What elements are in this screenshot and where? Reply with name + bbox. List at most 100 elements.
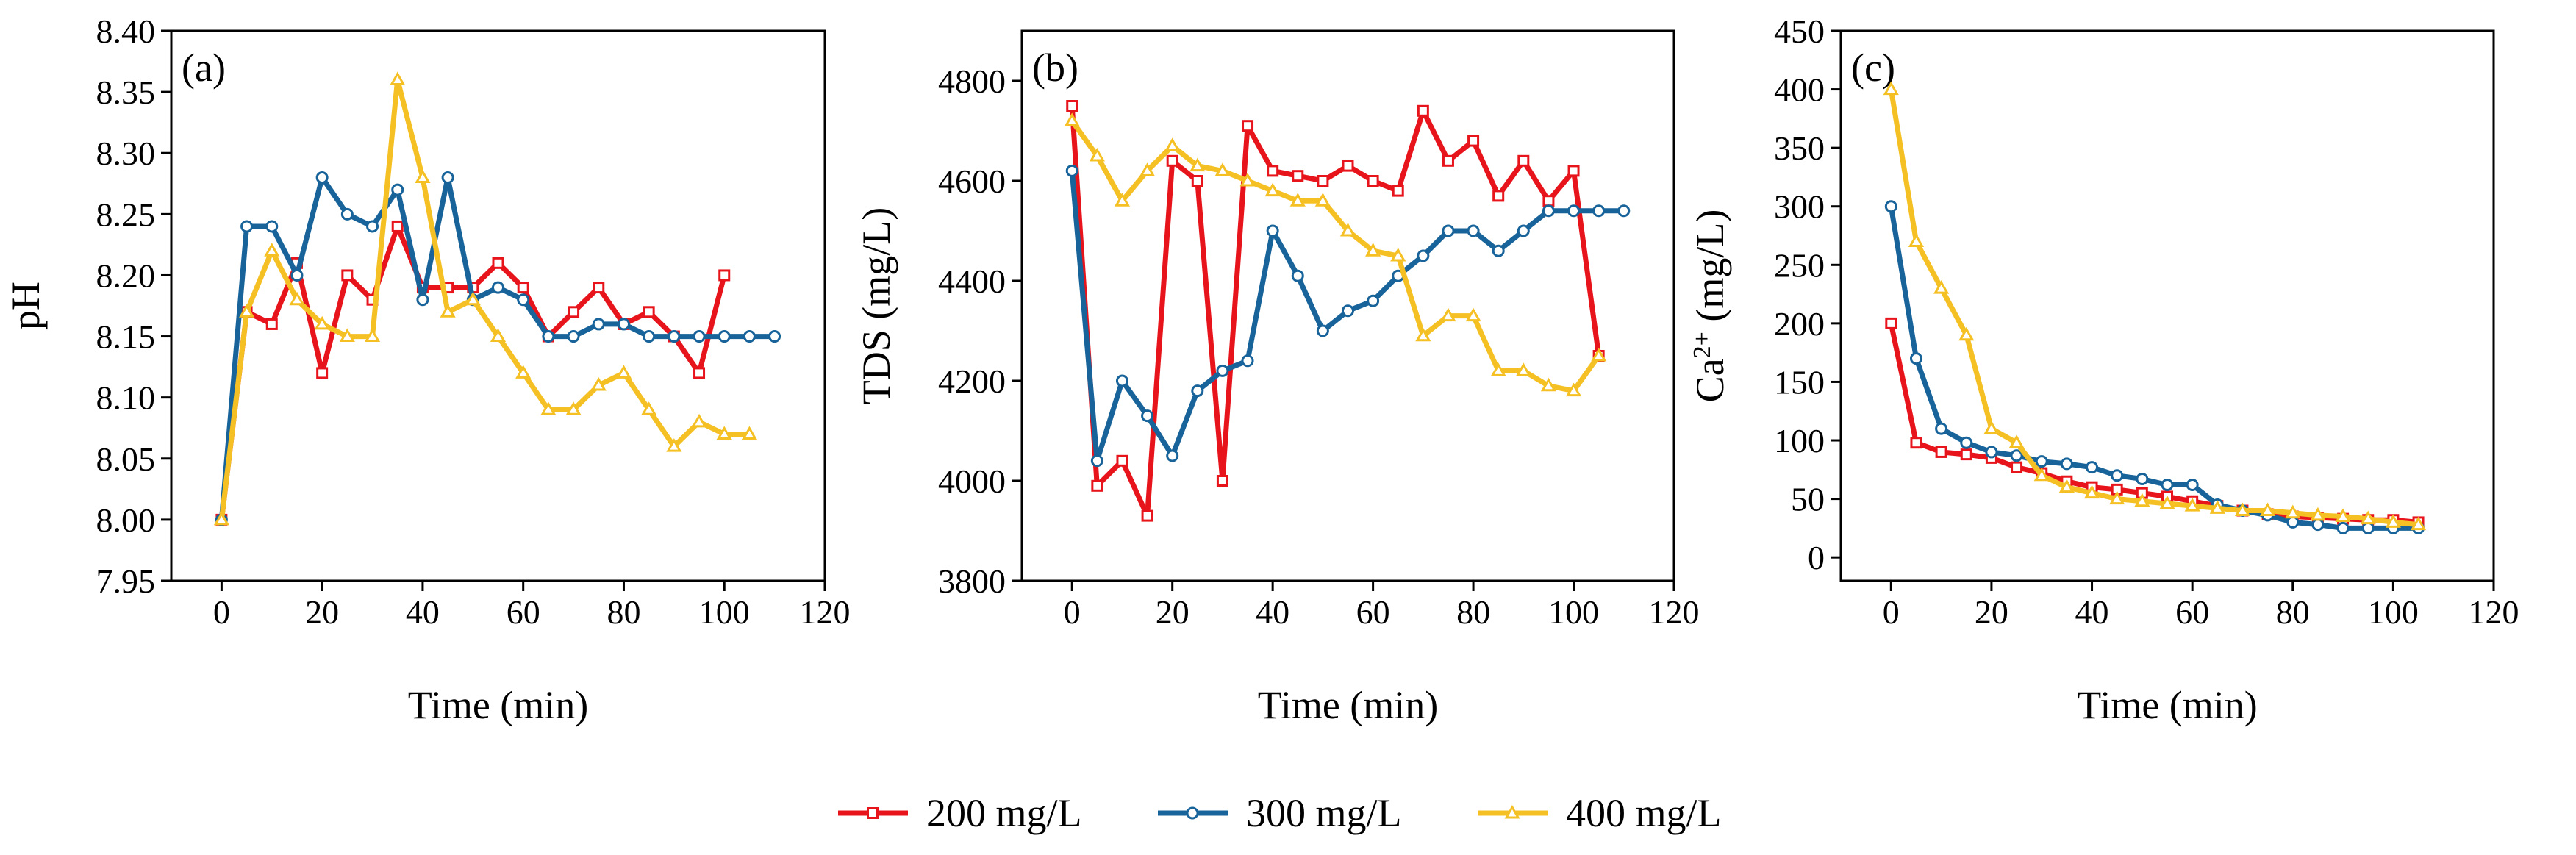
- data-point: [1115, 374, 1128, 387]
- x-tick-label: 120: [2469, 593, 2519, 631]
- data-point: [643, 330, 656, 343]
- x-tick-label: 0: [1883, 593, 1900, 631]
- data-point: [1492, 190, 1505, 202]
- panel-label: (c): [1851, 46, 1895, 90]
- data-point: [1517, 154, 1530, 167]
- data-point: [1910, 437, 1922, 449]
- x-tick-label: 100: [699, 593, 750, 631]
- legend-entry: 400 mg/L: [1478, 791, 1722, 835]
- data-point: [1114, 193, 1131, 207]
- data-point: [1342, 304, 1354, 318]
- y-tick-label: 200: [1774, 305, 1825, 343]
- data-point: [2310, 507, 2326, 521]
- data-point: [1289, 193, 1306, 207]
- y-tick-label: 4800: [938, 62, 1006, 100]
- y-tick-label: 8.05: [96, 440, 156, 478]
- data-point: [1567, 165, 1580, 177]
- series-line: [1069, 105, 1602, 519]
- data-point: [1417, 104, 1429, 117]
- x-axis-label: Time (min): [2077, 683, 2258, 727]
- y-tick-label: 8.25: [96, 196, 156, 233]
- x-tick-label: 80: [1456, 593, 1490, 631]
- series-200-mg-l: [1885, 317, 2425, 529]
- data-point: [2033, 467, 2050, 482]
- data-point: [542, 330, 555, 343]
- data-point: [2159, 495, 2175, 509]
- series-300-mg-l: [215, 171, 781, 526]
- data-point: [2086, 461, 2099, 474]
- data-point: [2011, 461, 2023, 473]
- data-point: [1365, 243, 1381, 257]
- data-point: [264, 243, 280, 257]
- data-point: [2186, 478, 2199, 491]
- data-point: [1139, 162, 1156, 176]
- data-point: [1935, 422, 1948, 435]
- data-point: [1467, 224, 1480, 237]
- data-point: [1415, 327, 1431, 342]
- data-point: [415, 169, 431, 183]
- legend-label: 200 mg/L: [926, 791, 1082, 835]
- data-point: [2008, 434, 2025, 448]
- y-tick-label: 8.15: [96, 318, 156, 356]
- data-point: [1542, 195, 1555, 207]
- data-point: [517, 293, 530, 307]
- x-axis-label: Time (min): [408, 683, 589, 727]
- data-point: [1066, 100, 1078, 112]
- data-point: [2360, 510, 2376, 525]
- y-tick-label: 8.20: [96, 257, 156, 294]
- y-tick-label: 8.35: [96, 74, 156, 111]
- series-400-mg-l: [213, 71, 758, 526]
- data-point: [290, 268, 304, 282]
- x-tick-label: 120: [800, 593, 851, 631]
- data-point: [1567, 204, 1581, 218]
- panel-label: (b): [1032, 46, 1078, 90]
- data-point: [2209, 500, 2225, 514]
- series-300-mg-l: [1884, 200, 2425, 534]
- series-line: [218, 175, 775, 520]
- data-point: [1314, 193, 1331, 207]
- y-tick-label: 4400: [938, 262, 1006, 300]
- y-tick-label: 50: [1791, 481, 1825, 518]
- y-tick-label: 8.30: [96, 135, 156, 172]
- data-point: [2335, 508, 2351, 522]
- data-point: [1540, 377, 1557, 392]
- legend: 200 mg/L 300 mg/L 400 mg/L: [838, 791, 1722, 835]
- data-point: [1191, 175, 1203, 187]
- data-point: [1166, 449, 1179, 462]
- legend-marker: [1504, 804, 1520, 819]
- data-point: [1214, 162, 1231, 176]
- data-point: [1935, 446, 1947, 458]
- data-point: [693, 367, 706, 379]
- y-tick-label: 7.95: [96, 562, 156, 600]
- data-point: [1266, 224, 1279, 237]
- data-point: [718, 269, 731, 282]
- y-tick-label: 100: [1774, 422, 1825, 459]
- data-point: [515, 365, 532, 379]
- panel-c-calcium: 0 20 40 60 80 100 120 0 50 100 150 200 250 300 350 400 4…: [1688, 12, 2519, 727]
- x-axis-label: Time (min): [1258, 683, 1439, 727]
- data-point: [490, 328, 507, 343]
- plot-frame: [1839, 29, 2495, 582]
- data-point: [340, 207, 354, 221]
- x-tick-label: 60: [507, 593, 540, 631]
- y-tick-label: 150: [1774, 363, 1825, 401]
- data-point: [1492, 244, 1505, 257]
- data-point: [1960, 448, 1972, 461]
- data-point: [1166, 154, 1178, 167]
- y-tick-label: 8.00: [96, 501, 156, 539]
- x-tick-label: 60: [2175, 593, 2209, 631]
- data-point: [240, 220, 254, 233]
- data-point: [1216, 475, 1228, 487]
- data-point: [741, 426, 758, 440]
- data-point: [2336, 521, 2350, 534]
- data-point: [2035, 455, 2048, 468]
- data-point: [238, 304, 255, 318]
- legend-entry: 200 mg/L: [838, 791, 1082, 835]
- data-point: [440, 304, 456, 318]
- series-line: [1888, 89, 2419, 528]
- x-tick-label: 80: [2276, 593, 2310, 631]
- y-tick-label: 0: [1808, 539, 1825, 576]
- series-line: [1888, 206, 2419, 531]
- data-point: [718, 330, 731, 343]
- data-point: [1291, 269, 1304, 282]
